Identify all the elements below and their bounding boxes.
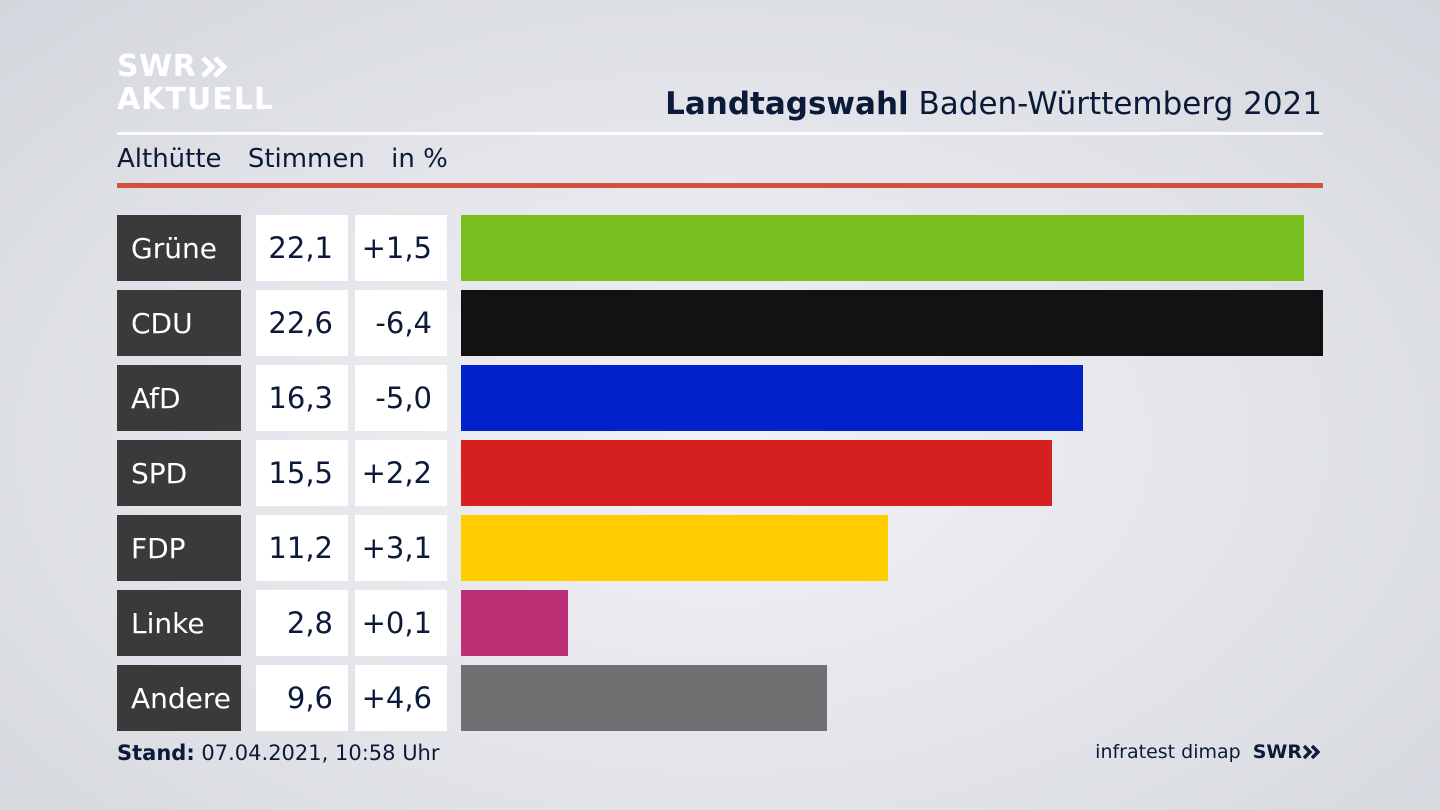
party-label: Grüne bbox=[117, 215, 241, 281]
vote-share-label: 22,6 bbox=[256, 290, 348, 356]
change-label: -6,4 bbox=[355, 290, 447, 356]
source: infratest dimap SWR bbox=[1095, 741, 1322, 763]
bar bbox=[461, 590, 568, 656]
stand-value: 07.04.2021, 10:58 Uhr bbox=[201, 741, 440, 765]
source-logo-text: SWR bbox=[1252, 741, 1302, 763]
change-label: +1,5 bbox=[355, 215, 447, 281]
bar bbox=[461, 440, 1052, 506]
timestamp: Stand: 07.04.2021, 10:58 Uhr bbox=[117, 741, 440, 765]
bar bbox=[461, 365, 1083, 431]
bar bbox=[461, 665, 827, 731]
change-label: -5,0 bbox=[355, 365, 447, 431]
result-row: CDU 22,6 -6,4 bbox=[117, 290, 1323, 356]
party-label: Andere bbox=[117, 665, 241, 731]
change-label: +4,6 bbox=[355, 665, 447, 731]
change-label: +0,1 bbox=[355, 590, 447, 656]
result-row: Linke 2,8 +0,1 bbox=[117, 590, 1323, 656]
party-label: FDP bbox=[117, 515, 241, 581]
result-row: AfD 16,3 -5,0 bbox=[117, 365, 1323, 431]
bar bbox=[461, 215, 1304, 281]
bar bbox=[461, 515, 888, 581]
subtitle-place: Althütte bbox=[117, 144, 222, 174]
page-title: Landtagswahl Baden-Württemberg 2021 bbox=[665, 86, 1322, 122]
party-label: CDU bbox=[117, 290, 241, 356]
title-bold: Landtagswahl bbox=[665, 86, 909, 122]
double-chevron-icon-small bbox=[1302, 744, 1321, 760]
vote-share-label: 16,3 bbox=[256, 365, 348, 431]
result-row: Andere 9,6 +4,6 bbox=[117, 665, 1323, 731]
source-label: infratest dimap bbox=[1095, 741, 1241, 763]
subtitle: Althütte Stimmen in % bbox=[117, 144, 466, 174]
vote-share-label: 11,2 bbox=[256, 515, 348, 581]
party-label: Linke bbox=[117, 590, 241, 656]
swr-aktuell-logo: SWR AKTUELL bbox=[117, 52, 274, 115]
change-label: +3,1 bbox=[355, 515, 447, 581]
logo-line-2: AKTUELL bbox=[117, 82, 275, 117]
change-label: +2,2 bbox=[355, 440, 447, 506]
subtitle-measure: Stimmen bbox=[247, 144, 365, 174]
vote-share-label: 9,6 bbox=[256, 665, 348, 731]
vote-share-label: 22,1 bbox=[256, 215, 348, 281]
result-row: FDP 11,2 +3,1 bbox=[117, 515, 1323, 581]
stand-label: Stand: bbox=[117, 741, 195, 765]
title-divider bbox=[117, 132, 1323, 135]
double-chevron-icon bbox=[200, 55, 230, 79]
result-row: Grüne 22,1 +1,5 bbox=[117, 215, 1323, 281]
vote-share-label: 15,5 bbox=[256, 440, 348, 506]
result-row: SPD 15,5 +2,2 bbox=[117, 440, 1323, 506]
vote-share-label: 2,8 bbox=[256, 590, 348, 656]
subtitle-divider bbox=[117, 183, 1323, 188]
title-regular: Baden-Württemberg 2021 bbox=[918, 86, 1322, 122]
logo-line-1: SWR bbox=[117, 49, 197, 84]
bar bbox=[461, 290, 1323, 356]
party-label: SPD bbox=[117, 440, 241, 506]
subtitle-unit: in % bbox=[391, 144, 448, 174]
party-label: AfD bbox=[117, 365, 241, 431]
source-swr-logo: SWR bbox=[1253, 741, 1322, 763]
